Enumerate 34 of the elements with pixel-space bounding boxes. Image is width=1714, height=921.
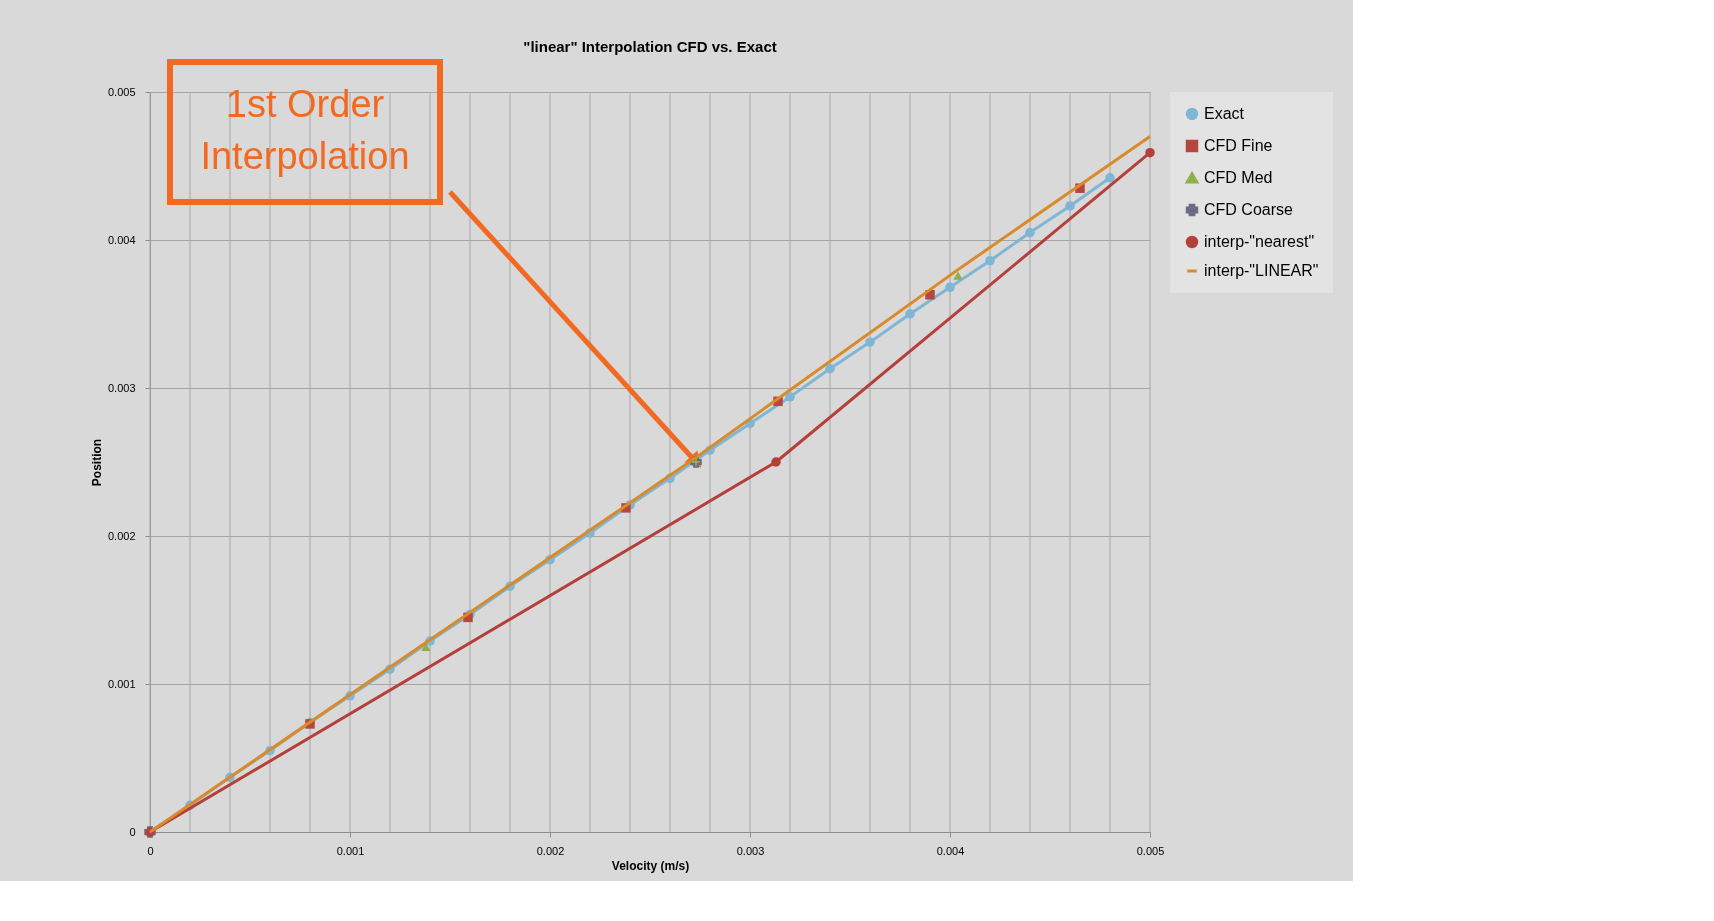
chart-title: "linear" Interpolation CFD vs. Exact (523, 38, 777, 55)
point (1025, 227, 1035, 238)
point (905, 309, 915, 319)
point (771, 457, 781, 467)
point (865, 337, 875, 347)
x-tick-label: 0.004 (936, 844, 965, 857)
point (1105, 173, 1115, 183)
x-tick-label: 0.002 (536, 844, 565, 857)
y-axis-title: Position (89, 438, 104, 487)
x-tick-label: 0.003 (736, 844, 765, 857)
point (945, 282, 955, 293)
y-tick-label: 0.003 (107, 381, 136, 394)
x-tick-label: 0 (147, 844, 154, 857)
legend-label: Exact (1204, 105, 1245, 122)
x-axis-title: Velocity (m/s) (611, 858, 690, 873)
point (825, 364, 835, 374)
x-tick-label: 0.001 (336, 844, 365, 857)
point (953, 271, 963, 280)
legend-label: CFD Med (1204, 169, 1273, 186)
legend-label: CFD Fine (1204, 137, 1273, 154)
legend-label: CFD Coarse (1204, 201, 1294, 218)
y-tick-label: 0 (129, 825, 136, 838)
legend-label: interp-"LINEAR" (1204, 262, 1319, 279)
y-tick-label: 0.002 (107, 529, 136, 542)
annotation: 1st Order Interpolation (200, 83, 410, 177)
point (1065, 201, 1075, 211)
y-tick-label: 0.001 (107, 677, 136, 690)
point (785, 392, 795, 402)
point (1145, 147, 1155, 158)
y-tick-label: 0.005 (107, 85, 136, 98)
point (985, 255, 995, 266)
y-tick-label: 0.004 (107, 233, 136, 246)
x-tick-label: 0.005 (1136, 844, 1165, 857)
legend-label: interp-"nearest" (1204, 233, 1315, 250)
